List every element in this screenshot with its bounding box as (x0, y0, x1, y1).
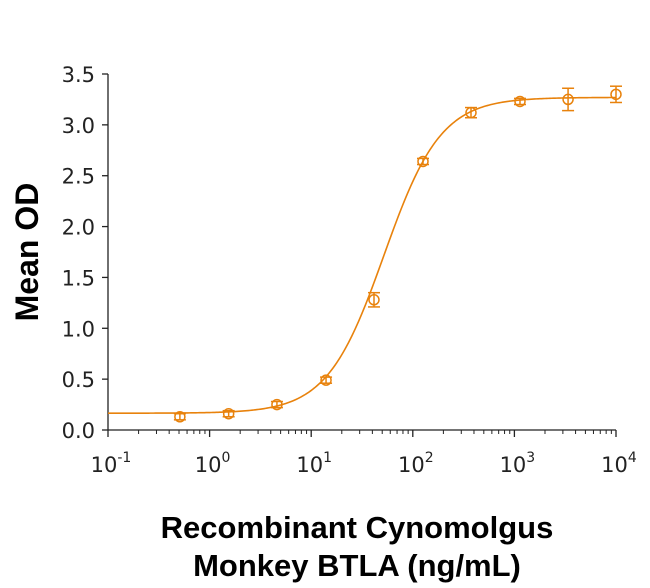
data-point (270, 398, 283, 411)
y-axis: 0.0 0.5 1.0 1.5 2.0 2.5 3.0 3.5 (62, 63, 109, 443)
y-tick-label: 0.0 (62, 419, 95, 443)
data-point (367, 291, 380, 308)
fit-curve (108, 96, 616, 414)
data-point (465, 106, 478, 119)
x-tick-exponent: 0 (222, 450, 231, 466)
data-point (222, 407, 235, 420)
point-marker (320, 374, 332, 386)
y-axis-title: Mean OD (9, 183, 45, 322)
point-marker (271, 398, 283, 411)
data-point (513, 95, 526, 108)
x-tick-label: 100 (195, 450, 231, 477)
y-tick-label: 3.5 (62, 63, 95, 87)
y-tick-label: 1.0 (62, 317, 95, 341)
x-tick-exponent: 2 (425, 450, 434, 466)
data-points-layer (173, 85, 622, 423)
point-marker (417, 155, 429, 168)
x-tick-base: 10 (500, 453, 527, 477)
point-marker (222, 407, 235, 420)
x-tick-label: 104 (601, 450, 637, 477)
point-marker (174, 411, 186, 423)
x-tick-base: 10 (296, 453, 323, 477)
x-tick-base: 10 (398, 453, 425, 477)
y-tick-label: 1.5 (62, 266, 95, 290)
fit-curve-layer (108, 96, 616, 414)
x-tick-base: 10 (601, 453, 628, 477)
data-point (610, 85, 622, 104)
y-tick-label: 2.0 (62, 216, 95, 240)
x-tick-label: 101 (296, 450, 332, 477)
x-tick-label: 103 (500, 450, 536, 477)
point-marker (562, 93, 574, 106)
x-tick-exponent: 1 (323, 450, 332, 466)
x-axis: 10-1 100 101 102 103 104 (91, 429, 637, 477)
x-tick-exponent: -1 (117, 450, 131, 466)
x-tick-label: 10-1 (91, 450, 132, 477)
point-marker (465, 106, 477, 119)
x-tick-base: 10 (195, 453, 222, 477)
point-marker (514, 95, 526, 108)
data-point (416, 155, 429, 168)
x-axis-title-line-2: Monkey BTLA (ng/mL) (193, 548, 521, 583)
data-point (320, 374, 333, 386)
x-tick-label: 102 (398, 450, 434, 477)
x-axis-title-line-1: Recombinant Cynomolgus (161, 510, 554, 545)
x-tick-exponent: 3 (526, 450, 535, 466)
y-tick-label: 3.0 (62, 114, 95, 138)
y-tick-label: 0.5 (62, 368, 95, 392)
point-marker (368, 294, 380, 306)
x-tick-base: 10 (91, 453, 118, 477)
data-point (173, 411, 186, 423)
point-marker (610, 88, 622, 101)
y-tick-label: 2.5 (62, 165, 95, 189)
data-point (562, 87, 575, 112)
x-tick-exponent: 4 (628, 450, 637, 466)
